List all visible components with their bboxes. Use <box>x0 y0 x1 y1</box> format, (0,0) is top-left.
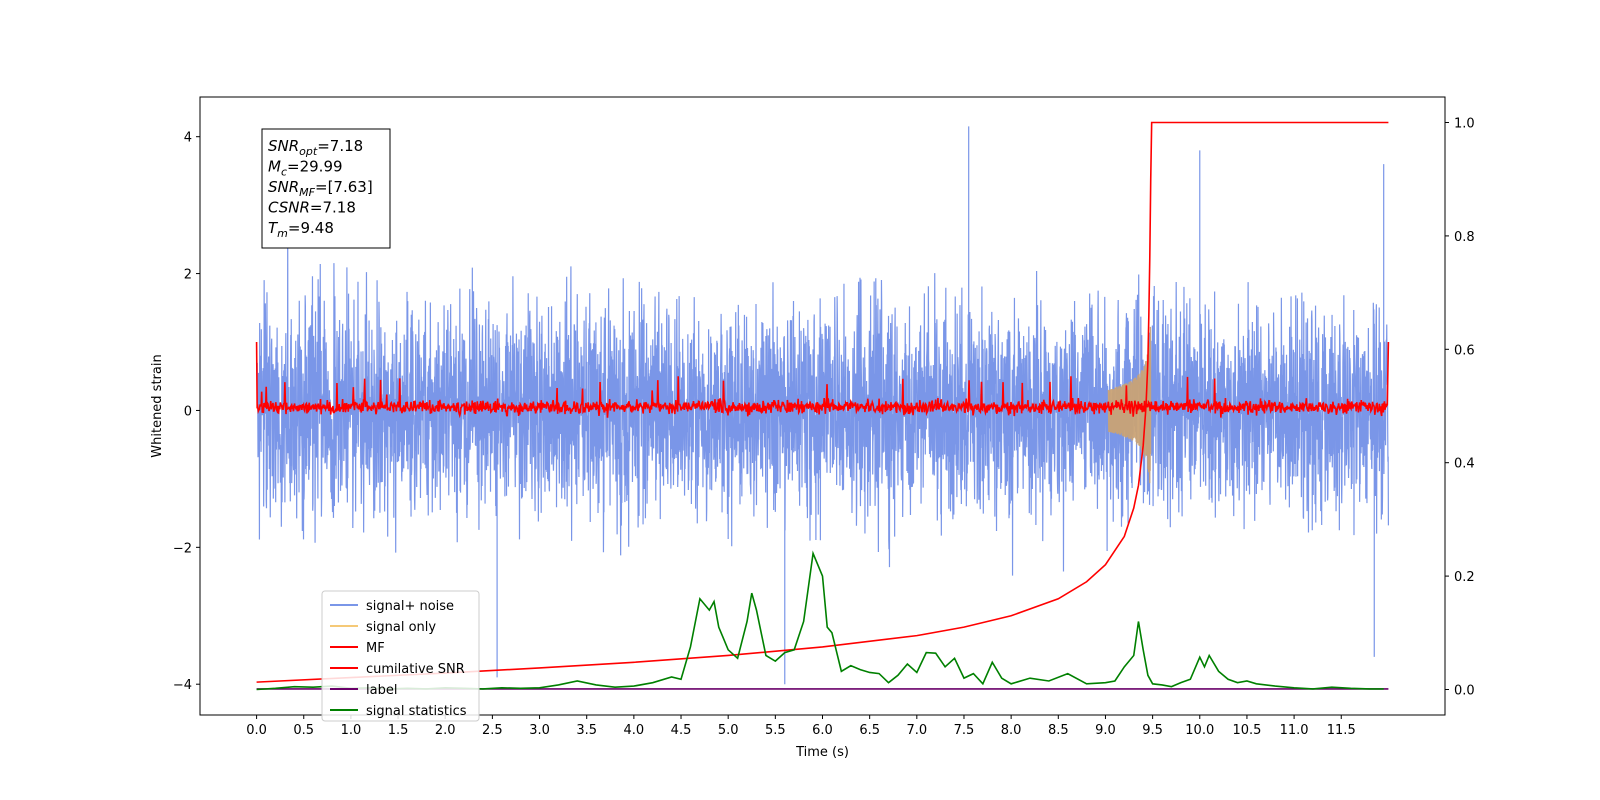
x-tick-label: 5.5 <box>765 723 786 738</box>
x-tick-label: 6.5 <box>859 723 880 738</box>
info-box-line: SNRopt=7.18 <box>268 137 363 158</box>
y-right-tick-label: 1.0 <box>1454 117 1475 132</box>
x-tick-label: 5.0 <box>718 723 739 738</box>
signal-statistics-line <box>256 550 1384 691</box>
info-box-frame <box>261 128 391 249</box>
x-tick-label: 7.0 <box>906 723 927 738</box>
legend-frame <box>321 590 480 722</box>
x-tick-label: 0.5 <box>293 723 314 738</box>
x-tick-label: 10.5 <box>1232 723 1261 738</box>
mf-line <box>255 341 1390 419</box>
legend-label: label <box>366 683 397 698</box>
x-tick-label: 1.0 <box>341 723 362 738</box>
y-right-tick-label: 0.6 <box>1454 343 1475 358</box>
x-tick-label: 6.0 <box>812 723 833 738</box>
info-box-line: CSNR=7.18 <box>268 199 356 217</box>
info-box-line: Mc=29.99 <box>268 158 343 179</box>
y-left-tick-label: −2 <box>173 541 192 556</box>
x-tick-label: 8.5 <box>1048 723 1069 738</box>
signal-noise-line <box>255 126 1390 685</box>
x-tick-label: 4.5 <box>671 723 692 738</box>
x-tick-label: 4.0 <box>624 723 645 738</box>
info-box-line: SNRMF=[7.63] <box>268 178 373 199</box>
info-box-line: Tm=9.48 <box>268 219 334 240</box>
y-right-tick-label: 0.2 <box>1454 570 1475 585</box>
cumilative-snr-line <box>256 121 1389 683</box>
axes: 0.0 0.5 1.0 1.5 2.0 2.5 3.0 3.5 4.0 4.5 5.0 5.5 6.0 6… <box>150 96 1475 760</box>
legend-label: MF <box>366 641 385 656</box>
y-right-tick-label: 0.8 <box>1454 230 1475 245</box>
x-tick-label: 7.5 <box>954 723 975 738</box>
y-left-tick-label: 0 <box>184 404 192 419</box>
legend-label: cumilative SNR <box>366 662 465 677</box>
x-tick-label: 1.5 <box>388 723 409 738</box>
x-tick-label: 9.5 <box>1142 723 1163 738</box>
y-axis-label: Whitened strain <box>150 354 165 457</box>
x-tick-label: 11.0 <box>1280 723 1309 738</box>
y-left-tick-label: 2 <box>184 268 192 283</box>
x-tick-label: 3.5 <box>576 723 597 738</box>
x-tick-label: 2.5 <box>482 723 503 738</box>
y-left-tick-label: 4 <box>184 131 192 146</box>
legend-label: signal only <box>366 620 436 635</box>
x-tick-label: 8.0 <box>1001 723 1022 738</box>
legend-label: signal statistics <box>366 704 467 719</box>
x-tick-label: 9.0 <box>1095 723 1116 738</box>
legend-label: signal+ noise <box>366 599 454 614</box>
x-tick-label: 10.0 <box>1185 723 1214 738</box>
x-tick-label: 0.0 <box>246 723 267 738</box>
x-tick-label: 2.0 <box>435 723 456 738</box>
y-left-tick-label: −4 <box>173 678 192 693</box>
x-tick-label: 3.0 <box>529 723 550 738</box>
info-box: SNRopt=7.18Mc=29.99SNRMF=[7.63]CSNR=7.18… <box>261 128 391 249</box>
y-right-tick-label: 0.0 <box>1454 683 1475 698</box>
x-axis-label: Time (s) <box>795 745 849 760</box>
legend: signal+ noise signal only MF cumilative SNR… <box>321 590 480 722</box>
y-right-tick-label: 0.4 <box>1454 457 1475 472</box>
x-tick-label: 11.5 <box>1327 723 1356 738</box>
